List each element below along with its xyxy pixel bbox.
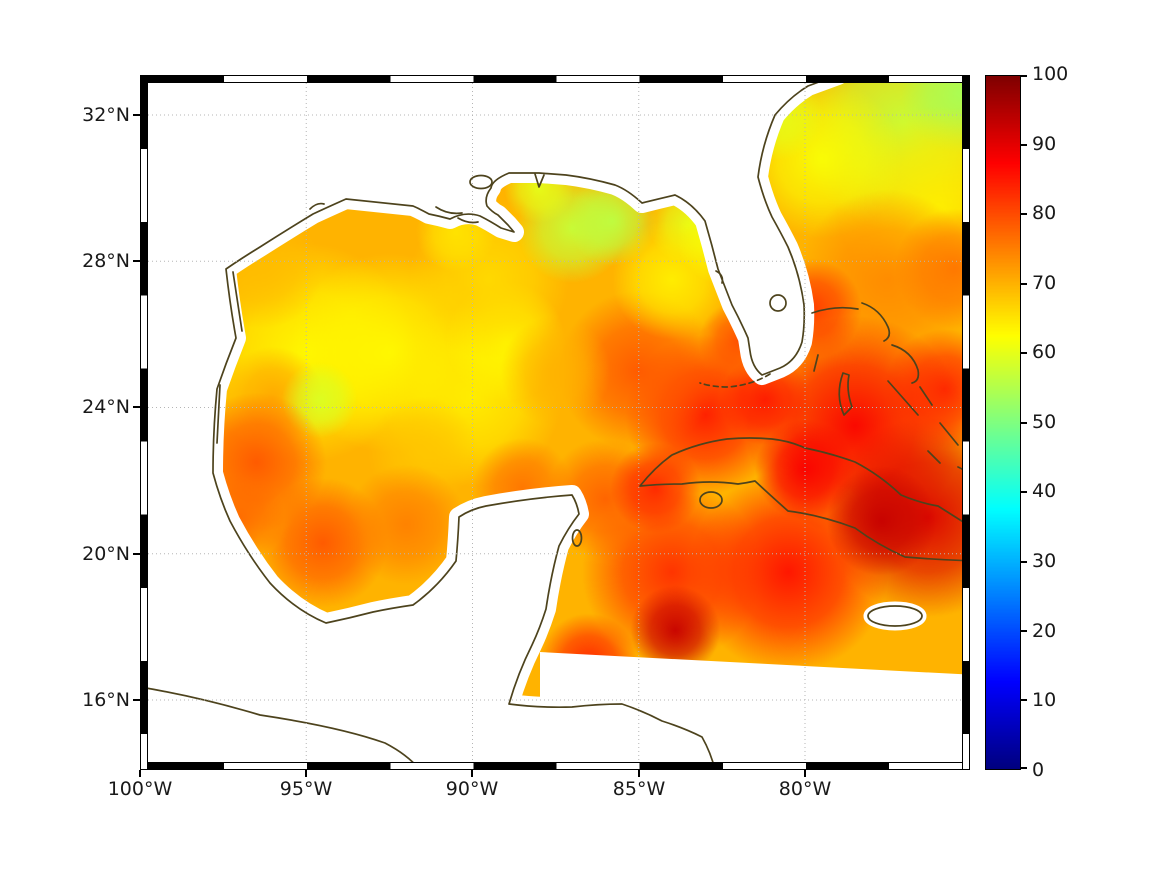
x-tick-label-95w: 95°W (279, 778, 333, 800)
y-tick-label-28n: 28°N (82, 250, 130, 272)
y-tick-label-20n: 20°N (82, 543, 130, 565)
cuba-outline (639, 437, 970, 562)
y-tick-label-32n: 32°N (82, 104, 130, 126)
x-tick-label-90w: 90°W (445, 778, 499, 800)
lake-pontchartrain (469, 174, 493, 190)
florida-keys (699, 373, 771, 388)
pacific-coastline (140, 686, 421, 770)
map-frame-bottom (140, 762, 970, 770)
y-tick-label-16n: 16°N (82, 689, 130, 711)
louisiana-marsh (435, 206, 479, 224)
y-tick-label-24n: 24°N (82, 396, 130, 418)
x-tick-label-80w: 80°W (778, 778, 832, 800)
cbar-tick-label-90: 90 (1032, 133, 1057, 155)
cbar-tick-label-80: 80 (1032, 202, 1057, 224)
cbar-tick-label-50: 50 (1032, 411, 1057, 433)
cbar-tick-label-0: 0 (1032, 759, 1045, 781)
map-frame-right (962, 75, 970, 770)
map-plot-area (140, 75, 970, 770)
coastline-path (212, 75, 839, 770)
lake-okeechobee (769, 294, 787, 312)
cozumel-island (571, 529, 583, 547)
colorbar (985, 75, 1021, 770)
map-frame-left (140, 75, 148, 770)
mexico-lagoon (216, 384, 221, 444)
coastline-overlay (140, 75, 970, 770)
cbar-tick-label-100: 100 (1032, 63, 1069, 85)
x-tick-label-100w: 100°W (107, 778, 173, 800)
cbar-tick-label-60: 60 (1032, 341, 1057, 363)
tampa-bay (715, 270, 724, 284)
cbar-tick-label-10: 10 (1032, 689, 1057, 711)
cbar-tick-label-20: 20 (1032, 620, 1057, 642)
cbar-tick-label-40: 40 (1032, 480, 1057, 502)
cbar-tick-label-70: 70 (1032, 272, 1057, 294)
isla-juventud (699, 491, 723, 509)
cbar-tick-label-30: 30 (1032, 550, 1057, 572)
texas-barrier-island (232, 271, 243, 332)
galveston-bay (309, 202, 325, 210)
x-tick-label-85w: 85°W (612, 778, 666, 800)
mobile-bay (534, 173, 545, 188)
colorbar-canvas (986, 76, 1020, 769)
bahamas-outlines (811, 302, 970, 482)
jamaica-island (867, 605, 923, 627)
map-frame-top (140, 75, 970, 83)
